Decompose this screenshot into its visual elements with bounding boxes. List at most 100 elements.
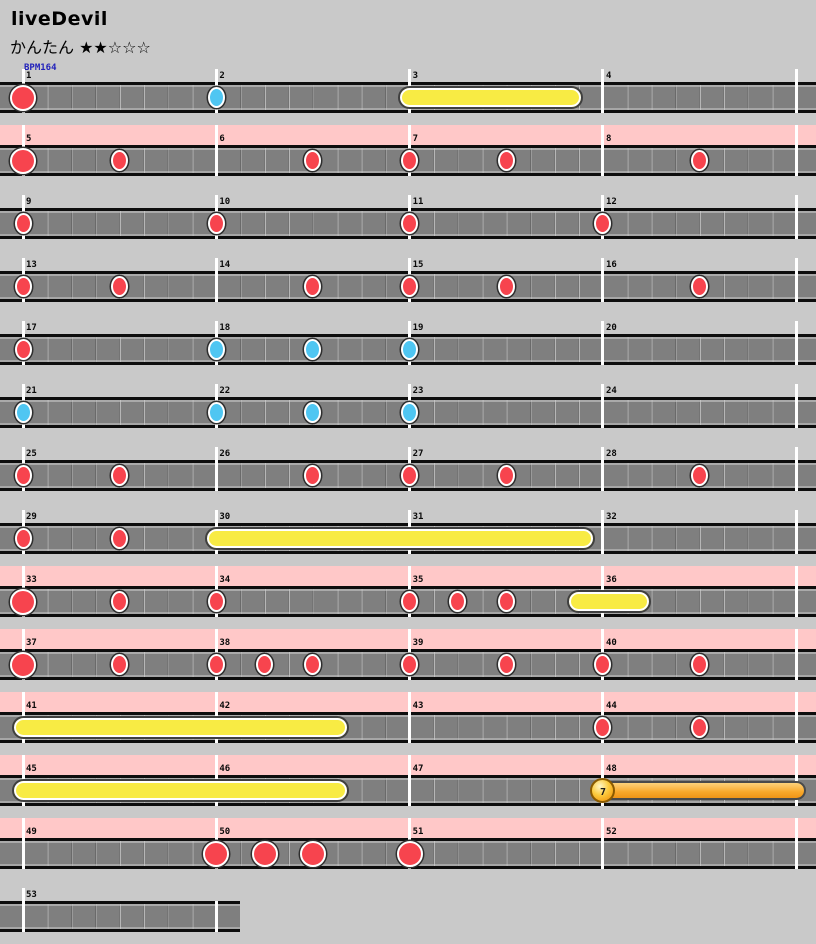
measure-number: 9 bbox=[26, 197, 32, 207]
ka-note bbox=[207, 87, 225, 108]
measure-number: 39 bbox=[412, 638, 424, 648]
don-note bbox=[111, 276, 129, 297]
gogo-time-band bbox=[0, 125, 816, 145]
don-note bbox=[111, 654, 129, 675]
measure-number: 2 bbox=[219, 71, 225, 81]
don-note bbox=[14, 276, 32, 297]
don-note bbox=[401, 591, 419, 612]
balloon-hit-count: 7 bbox=[599, 787, 606, 798]
gogo-time-band bbox=[0, 629, 816, 649]
don-big-note bbox=[10, 147, 36, 174]
difficulty-stars-label: かんたん ★★☆☆☆ bbox=[10, 38, 151, 57]
measure-number: 26 bbox=[219, 449, 231, 459]
measure-line bbox=[794, 692, 798, 743]
don-big-note bbox=[299, 840, 326, 867]
measure-number: 32 bbox=[605, 512, 617, 522]
measure-number: 12 bbox=[605, 197, 617, 207]
gogo-time-band bbox=[0, 818, 816, 838]
measure-number: 48 bbox=[605, 764, 617, 774]
don-note bbox=[497, 150, 515, 171]
measure-number: 47 bbox=[412, 764, 424, 774]
measure-line bbox=[408, 755, 412, 806]
measure-number: 29 bbox=[26, 512, 37, 522]
measure-number: 18 bbox=[219, 323, 231, 333]
measure-number: 43 bbox=[412, 701, 424, 711]
bpm-label: BPM164 bbox=[24, 63, 57, 73]
don-big-note bbox=[10, 651, 36, 678]
measure-line bbox=[21, 818, 25, 869]
don-big-note bbox=[396, 840, 423, 867]
don-note bbox=[401, 465, 419, 486]
chart-row: 49 50 51 52 bbox=[0, 818, 816, 881]
ka-note bbox=[304, 339, 322, 360]
balloon-note: 7 bbox=[590, 778, 616, 803]
don-note bbox=[304, 150, 322, 171]
measure-number: 50 bbox=[219, 827, 231, 837]
don-big-note bbox=[251, 840, 278, 867]
note-lane-grid bbox=[0, 904, 240, 929]
drumroll-note bbox=[11, 779, 349, 802]
measure-number: 53 bbox=[26, 890, 37, 900]
don-note bbox=[594, 717, 612, 738]
measure-number: 35 bbox=[412, 575, 424, 585]
balloon-tail bbox=[600, 781, 806, 800]
drumroll-note bbox=[11, 716, 349, 739]
measure-number: 15 bbox=[412, 260, 424, 270]
measure-line bbox=[601, 125, 605, 176]
measure-number: 6 bbox=[219, 134, 225, 144]
drumroll-note bbox=[398, 86, 584, 109]
measure-number: 30 bbox=[219, 512, 231, 522]
measure-number: 51 bbox=[412, 827, 424, 837]
don-big-note bbox=[10, 588, 36, 615]
song-title: liveDevil bbox=[11, 8, 108, 30]
ka-note bbox=[207, 402, 225, 423]
measure-number: 14 bbox=[219, 260, 231, 270]
chart-row: 5 6 7 8 bbox=[0, 125, 816, 188]
chart-row: 33 34 35 36 bbox=[0, 566, 816, 629]
measure-line bbox=[214, 258, 218, 302]
don-note bbox=[497, 465, 515, 486]
measure-number: 38 bbox=[219, 638, 231, 648]
don-note bbox=[594, 213, 612, 234]
gogo-time-band bbox=[0, 566, 816, 586]
don-note bbox=[497, 591, 515, 612]
measure-number: 41 bbox=[26, 701, 37, 711]
ka-note bbox=[304, 402, 322, 423]
measure-number: 13 bbox=[26, 260, 37, 270]
measure-line bbox=[214, 125, 218, 176]
measure-line bbox=[794, 447, 798, 491]
measure-line bbox=[794, 321, 798, 365]
measure-line bbox=[601, 258, 605, 302]
gogo-time-band bbox=[0, 755, 816, 775]
don-note bbox=[497, 654, 515, 675]
note-lane bbox=[0, 901, 240, 932]
measure-number: 49 bbox=[26, 827, 37, 837]
ka-note bbox=[401, 339, 419, 360]
measure-number: 44 bbox=[605, 701, 617, 711]
don-note bbox=[594, 654, 612, 675]
chart-row: 13 14 15 16 bbox=[0, 251, 816, 314]
measure-number: 8 bbox=[605, 134, 612, 144]
measure-line bbox=[214, 447, 218, 491]
don-note bbox=[497, 276, 515, 297]
ka-note bbox=[14, 402, 32, 423]
chart-row: 45 46 47 48 7 bbox=[0, 755, 816, 818]
measure-line bbox=[794, 195, 798, 239]
measure-number: 20 bbox=[605, 323, 617, 333]
don-note bbox=[14, 339, 32, 360]
measure-line bbox=[601, 321, 605, 365]
don-note bbox=[14, 465, 32, 486]
measure-line bbox=[794, 384, 798, 428]
don-big-note bbox=[10, 84, 36, 111]
don-note bbox=[401, 654, 419, 675]
don-note bbox=[691, 717, 709, 738]
don-note bbox=[304, 276, 322, 297]
measure-line bbox=[794, 258, 798, 302]
measure-number: 36 bbox=[605, 575, 617, 585]
measure-number: 42 bbox=[219, 701, 231, 711]
don-note bbox=[111, 150, 129, 171]
measure-number: 19 bbox=[412, 323, 424, 333]
don-big-note bbox=[203, 840, 230, 867]
measure-number: 10 bbox=[219, 197, 231, 207]
chart-row: 25 26 27 28 bbox=[0, 440, 816, 503]
